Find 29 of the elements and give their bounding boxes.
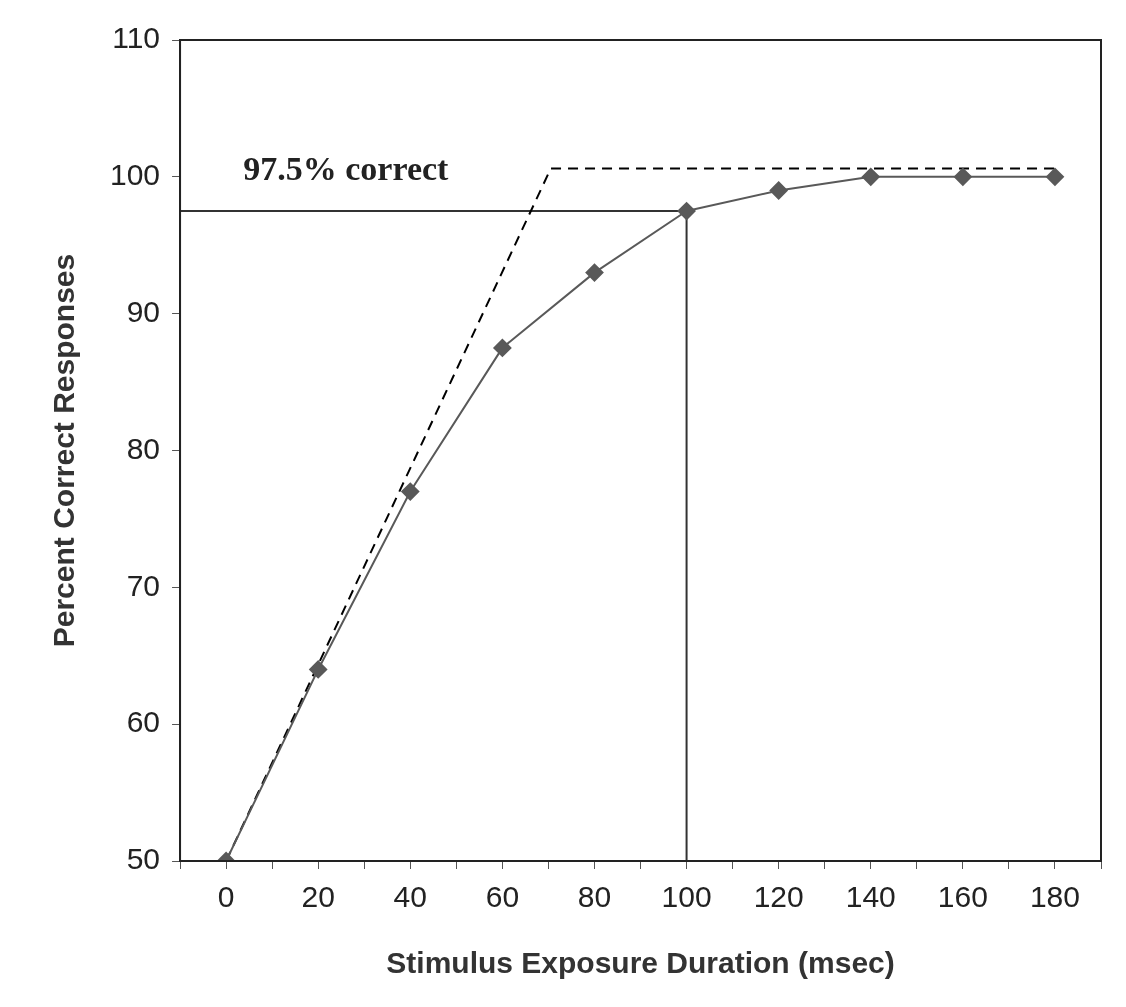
point: [401, 482, 420, 501]
x-axis-title: Stimulus Exposure Duration (msec): [386, 946, 895, 980]
point: [677, 202, 696, 221]
x-tick-label: 80: [577, 880, 612, 914]
x-tick-label: 0: [217, 880, 235, 914]
y-tick-label: 80: [126, 431, 161, 465]
x-tick-label: 20: [301, 880, 335, 914]
y-tick-label: 110: [112, 21, 161, 55]
y-tick-label: 100: [109, 158, 161, 192]
point: [585, 263, 604, 282]
y-tick-label: 60: [126, 705, 161, 739]
point: [493, 338, 512, 357]
point: [769, 181, 788, 200]
x-tick-label: 180: [1029, 880, 1080, 914]
y-tick-label: 50: [126, 842, 161, 876]
point: [861, 167, 880, 186]
y-tick-label: 70: [126, 568, 161, 602]
x-tick-label: 60: [485, 880, 520, 914]
x-tick-label: 100: [661, 880, 712, 914]
x-tick-label: 140: [845, 880, 896, 914]
point: [953, 167, 972, 186]
y-axis-title: Percent Correct Responses: [47, 253, 81, 648]
x-tick-label: 120: [753, 880, 804, 914]
annotation: 97.5% correct: [243, 150, 450, 188]
x-tick-label: 160: [937, 880, 988, 914]
x-tick-label: 40: [393, 880, 427, 914]
point: [309, 660, 328, 679]
y-tick-label: 90: [126, 294, 161, 328]
point: [1045, 167, 1064, 186]
